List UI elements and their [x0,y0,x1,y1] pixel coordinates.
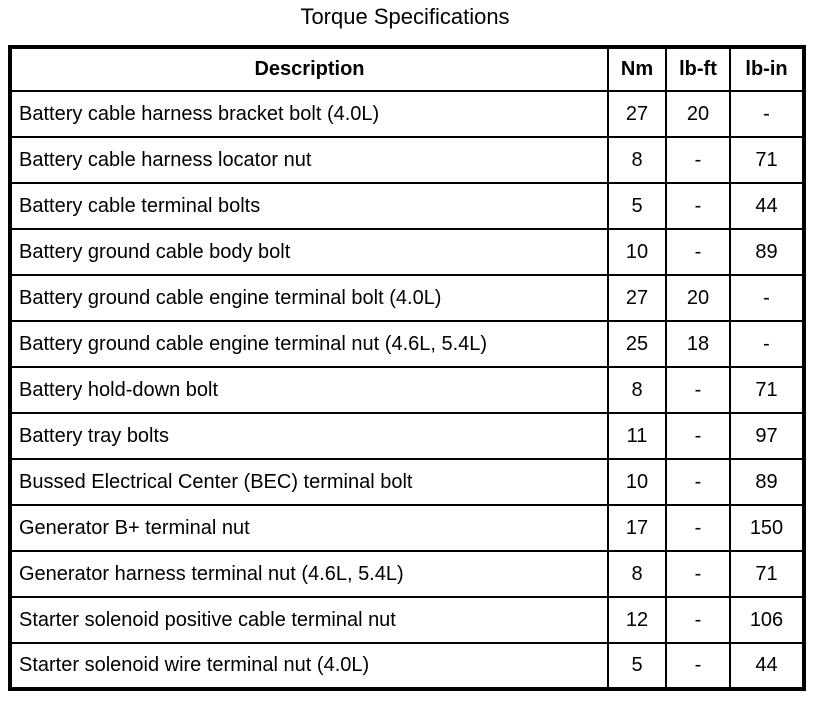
lb-ft-cell: - [665,366,731,414]
column-header-lb-in: lb-in [729,46,805,92]
table-row: Starter solenoid wire terminal nut (4.0L… [9,642,805,690]
description-cell: Battery ground cable engine terminal bol… [9,274,609,322]
lb-in-cell: - [729,90,805,138]
nm-cell: 10 [607,228,667,276]
nm-cell: 17 [607,504,667,552]
lb-ft-cell: - [665,412,731,460]
nm-cell: 8 [607,366,667,414]
nm-cell: 27 [607,274,667,322]
lb-ft-cell: - [665,642,731,690]
lb-ft-cell: 20 [665,90,731,138]
lb-in-cell: - [729,320,805,368]
lb-ft-cell: - [665,504,731,552]
table-header-row: Description Nm lb-ft lb-in [9,46,805,92]
description-cell: Generator B+ terminal nut [9,504,609,552]
lb-in-cell: 44 [729,642,805,690]
table-row: Battery cable harness bracket bolt (4.0L… [9,90,805,138]
description-cell: Battery cable harness locator nut [9,136,609,184]
lb-ft-cell: - [665,228,731,276]
lb-ft-cell: - [665,458,731,506]
description-cell: Battery tray bolts [9,412,609,460]
lb-ft-cell: 20 [665,274,731,322]
description-cell: Battery ground cable engine terminal nut… [9,320,609,368]
lb-ft-cell: - [665,182,731,230]
description-cell: Battery ground cable body bolt [9,228,609,276]
description-cell: Battery cable terminal bolts [9,182,609,230]
lb-ft-cell: - [665,550,731,598]
nm-cell: 11 [607,412,667,460]
description-cell: Starter solenoid wire terminal nut (4.0L… [9,642,609,690]
lb-in-cell: 89 [729,458,805,506]
table-row: Battery tray bolts 11 - 97 [9,412,805,460]
table-row: Starter solenoid positive cable terminal… [9,596,805,644]
column-header-lb-ft: lb-ft [665,46,731,92]
lb-in-cell: - [729,274,805,322]
column-header-description: Description [9,46,609,92]
lb-in-cell: 71 [729,550,805,598]
lb-ft-cell: 18 [665,320,731,368]
table-row: Generator B+ terminal nut 17 - 150 [9,504,805,552]
lb-in-cell: 106 [729,596,805,644]
lb-in-cell: 71 [729,136,805,184]
nm-cell: 12 [607,596,667,644]
table-row: Battery hold-down bolt 8 - 71 [9,366,805,414]
lb-in-cell: 71 [729,366,805,414]
description-cell: Starter solenoid positive cable terminal… [9,596,609,644]
page-title: Torque Specifications [300,4,510,29]
lb-in-cell: 150 [729,504,805,552]
column-header-nm: Nm [607,46,667,92]
nm-cell: 25 [607,320,667,368]
torque-specifications-table: Description Nm lb-ft lb-in Battery cable… [8,45,806,691]
nm-cell: 8 [607,136,667,184]
description-cell: Generator harness terminal nut (4.6L, 5.… [9,550,609,598]
table-row: Battery cable harness locator nut 8 - 71 [9,136,805,184]
table-row: Battery cable terminal bolts 5 - 44 [9,182,805,230]
description-cell: Bussed Electrical Center (BEC) terminal … [9,458,609,506]
table-row: Generator harness terminal nut (4.6L, 5.… [9,550,805,598]
nm-cell: 5 [607,642,667,690]
table-row: Battery ground cable engine terminal bol… [9,274,805,322]
lb-ft-cell: - [665,136,731,184]
lb-ft-cell: - [665,596,731,644]
lb-in-cell: 89 [729,228,805,276]
nm-cell: 8 [607,550,667,598]
table-row: Bussed Electrical Center (BEC) terminal … [9,458,805,506]
nm-cell: 10 [607,458,667,506]
table-row: Battery ground cable engine terminal nut… [9,320,805,368]
nm-cell: 27 [607,90,667,138]
lb-in-cell: 44 [729,182,805,230]
description-cell: Battery cable harness bracket bolt (4.0L… [9,90,609,138]
nm-cell: 5 [607,182,667,230]
description-cell: Battery hold-down bolt [9,366,609,414]
lb-in-cell: 97 [729,412,805,460]
table-row: Battery ground cable body bolt 10 - 89 [9,228,805,276]
